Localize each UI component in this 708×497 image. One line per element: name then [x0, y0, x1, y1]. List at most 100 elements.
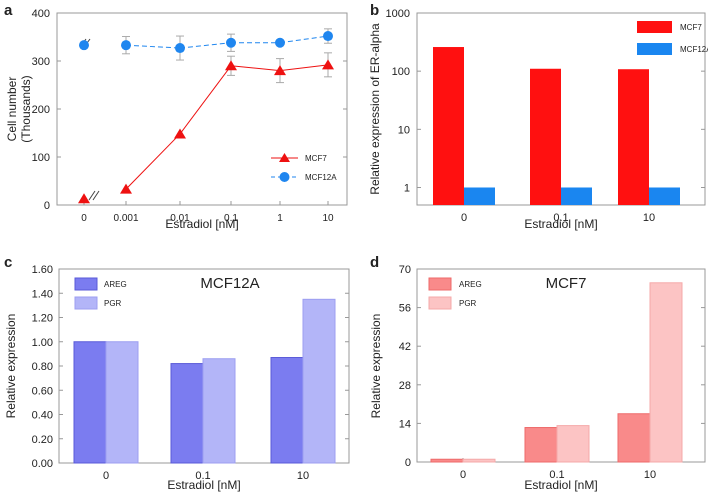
- panel-b: b 1 10 100 1000 0 0.1 10 MCF7 MCF12A Estradio…: [368, 2, 708, 231]
- panel-letter-c: c: [4, 254, 12, 271]
- series-line-mcf7: [279, 64, 329, 72]
- y-tick-label: 0: [44, 200, 50, 212]
- legend-label-areg: AREG: [104, 280, 127, 289]
- y-tick-label: 0.20: [32, 434, 53, 446]
- chart-title-c: MCF12A: [200, 275, 259, 292]
- y-axis-label-a-line1: Cell number: [5, 77, 19, 142]
- bar-pgr: [302, 298, 336, 464]
- data-point-mcf12a: [275, 37, 285, 48]
- bar-areg: [524, 427, 558, 463]
- x-tick-label: 0.1: [549, 469, 564, 481]
- series-line-mcf12a: [179, 42, 232, 49]
- series-line-mcf7: [179, 65, 232, 135]
- y-tick-label: 56: [399, 303, 411, 315]
- x-axis-label-b: Estradiol [nM]: [524, 217, 597, 231]
- y-tick-label: 42: [399, 341, 411, 353]
- y-tick-label: 0.80: [32, 361, 53, 373]
- legend-label-mcf12a: MCF12A: [305, 173, 337, 182]
- legend-label-mcf7: MCF7: [680, 23, 702, 32]
- y-tick-label: 300: [32, 56, 50, 68]
- x-tick-label: 0.1: [224, 213, 238, 224]
- y-tick-label: 1.20: [32, 313, 53, 325]
- bar-pgr: [556, 425, 590, 463]
- panel-letter-d: d: [370, 254, 379, 271]
- panel-a: a 0 100 200 300 400 0 0.001 0.01 0.1 1 10 MCF7 MC…: [4, 2, 348, 231]
- y-tick-label: 100: [392, 66, 410, 78]
- bar-pgr: [202, 358, 236, 464]
- y-axis-label-d: Relative expression: [369, 314, 383, 419]
- axis-break-mark: [92, 190, 100, 201]
- legend-label-mcf7: MCF7: [305, 154, 327, 163]
- legend-label-areg: AREG: [459, 280, 482, 289]
- data-point-mcf12a: [226, 37, 236, 48]
- legend-swatch-areg: [428, 277, 452, 291]
- legend-label-pgr: PGR: [459, 299, 477, 308]
- bar-areg: [73, 341, 107, 464]
- bar-pgr: [649, 282, 683, 463]
- data-point-mcf7: [274, 65, 286, 76]
- x-tick-label: 0: [81, 213, 87, 224]
- x-tick-label: 10: [322, 213, 334, 224]
- legend-a: MCF7 MCF12A: [271, 153, 337, 182]
- y-tick-label: 10: [398, 124, 410, 136]
- panel-c: c 0.00 0.20 0.40 0.60 0.80 1.00 1.20 1.40 1.60 0…: [4, 254, 350, 492]
- data-point-mcf12a: [323, 31, 333, 42]
- legend-c: AREG PGR: [74, 277, 127, 310]
- legend-b: MCF7 MCF12A: [637, 21, 708, 55]
- data-point-mcf7: [322, 59, 334, 70]
- legend-swatch-pgr: [428, 296, 452, 310]
- data-point-mcf7: [225, 60, 237, 71]
- x-tick-label: 1: [277, 213, 283, 224]
- bar-pgr: [105, 341, 139, 464]
- x-axis-label-d: Estradiol [nM]: [524, 478, 597, 492]
- bar-mcf12a: [561, 187, 592, 205]
- legend-marker-mcf7: [279, 153, 290, 162]
- x-tick-label: 10: [297, 470, 309, 482]
- legend-swatch-mcf12a: [637, 43, 672, 55]
- x-tick-label: 0.1: [553, 212, 568, 224]
- y-tick-label: 1.00: [32, 337, 53, 349]
- bar-mcf7: [618, 69, 649, 205]
- y-tick-label: 0.40: [32, 410, 53, 422]
- legend-swatch-areg: [74, 277, 98, 291]
- x-tick-label: 0: [460, 469, 466, 481]
- data-point-mcf12a: [79, 40, 89, 51]
- bar-areg: [430, 458, 464, 463]
- data-point-mcf12a: [121, 40, 131, 51]
- data-point-mcf7: [120, 183, 132, 194]
- series-line-mcf7: [125, 133, 181, 190]
- x-tick-label: 0: [103, 470, 109, 482]
- data-point-mcf7: [174, 128, 186, 139]
- y-tick-label: 0: [405, 457, 411, 469]
- y-tick-label: 70: [399, 264, 411, 276]
- bar-mcf12a: [464, 187, 495, 205]
- y-axis-label-b: Relative expression of ER-alpha: [368, 23, 382, 195]
- y-tick-label: 0.60: [32, 385, 53, 397]
- data-point-mcf12a: [175, 43, 185, 54]
- y-tick-label: 28: [399, 380, 411, 392]
- y-tick-label: 0.00: [32, 458, 53, 470]
- panel-letter-b: b: [370, 2, 379, 19]
- panel-letter-a: a: [4, 2, 13, 19]
- bar-pgr: [462, 458, 496, 463]
- plot-area-a: [56, 12, 348, 206]
- bar-areg: [170, 363, 204, 464]
- x-tick-label: 10: [644, 469, 656, 481]
- x-tick-label: 0.01: [170, 213, 190, 224]
- y-axis-label-c: Relative expression: [4, 314, 18, 419]
- y-tick-label: 1: [404, 182, 410, 194]
- axis-break-mark: [88, 190, 96, 201]
- x-tick-label: 0.001: [113, 213, 138, 224]
- panel-d: d 0 14 28 42 56 70 0 0.1 10 MCF7 AREG PGR Estra…: [369, 254, 706, 492]
- legend-d: AREG PGR: [428, 277, 482, 310]
- bar-areg: [270, 357, 304, 464]
- y-tick-label: 100: [32, 152, 50, 164]
- legend-marker-mcf12a: [279, 172, 290, 182]
- legend-swatch-mcf7: [637, 21, 672, 33]
- y-axis-label-a-line2: (Thousands): [19, 75, 33, 142]
- x-axis-label-a: Estradiol [nM]: [165, 217, 238, 231]
- x-tick-label: 0: [461, 212, 467, 224]
- legend-label-pgr: PGR: [104, 299, 122, 308]
- legend-swatch-pgr: [74, 296, 98, 310]
